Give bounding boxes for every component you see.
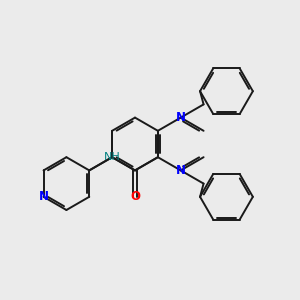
Text: O: O xyxy=(130,190,140,203)
Text: N: N xyxy=(38,190,49,203)
Text: NH: NH xyxy=(104,152,121,162)
Text: N: N xyxy=(176,111,186,124)
Text: N: N xyxy=(176,164,186,177)
